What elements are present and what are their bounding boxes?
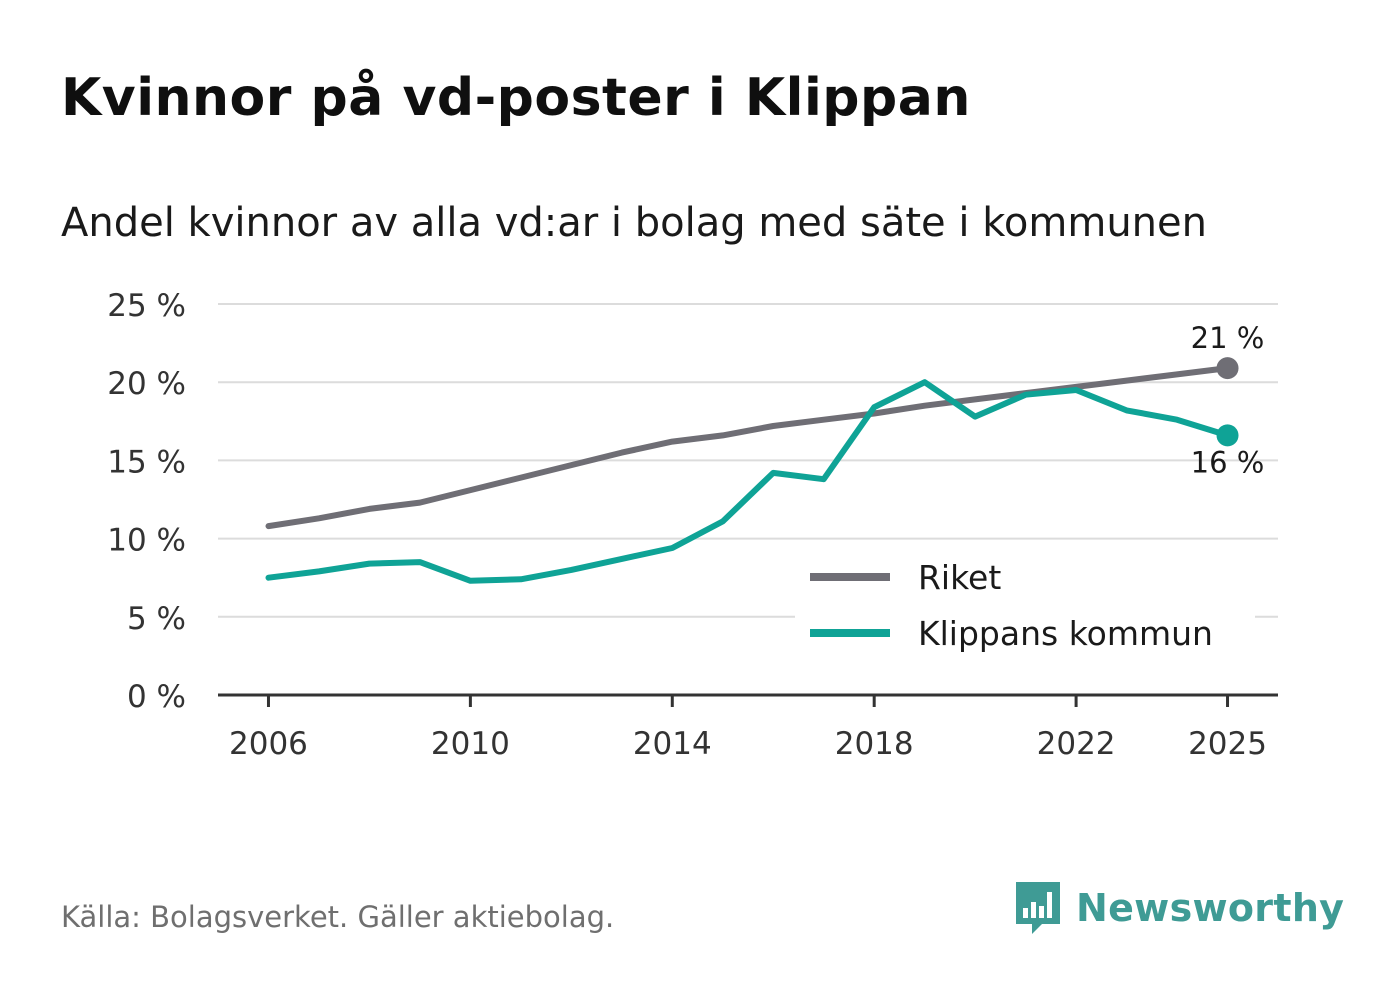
legend-label-klippan: Klippans kommun <box>918 614 1213 653</box>
legend-background <box>795 548 1255 666</box>
y-tick-label-0: 0 % <box>127 679 186 715</box>
x-tick-label-2014: 2014 <box>633 726 712 762</box>
y-axis-tick-labels: 0 % 5 % 10 % 15 % 20 % 25 % <box>107 288 186 715</box>
chart-subtitle: Andel kvinnor av alla vd:ar i bolag med … <box>61 200 1207 246</box>
y-tick-label-5: 5 % <box>127 601 186 637</box>
x-tick-label-2022: 2022 <box>1037 726 1116 762</box>
end-labels: 21 % 16 % <box>1191 321 1265 479</box>
series-lines <box>265 357 1239 584</box>
y-tick-label-20: 20 % <box>107 366 186 402</box>
legend-label-riket: Riket <box>918 558 1001 597</box>
x-tick-label-2025: 2025 <box>1188 726 1267 762</box>
series-end-marker-1 <box>1216 424 1239 447</box>
x-tick-label-2006: 2006 <box>229 726 308 762</box>
x-tick-label-2010: 2010 <box>431 726 510 762</box>
newsworthy-logo-icon <box>1016 882 1060 934</box>
brand-name: Newsworthy <box>1076 886 1345 930</box>
series-end-marker-0 <box>1216 357 1239 380</box>
source-note: Källa: Bolagsverket. Gäller aktiebolag. <box>61 900 615 934</box>
x-axis-tick-labels: 2006 2010 2014 2018 2022 2025 <box>229 695 1267 762</box>
y-tick-label-10: 10 % <box>107 523 186 559</box>
newsworthy-logo: Newsworthy <box>1012 878 1344 938</box>
x-tick-label-2018: 2018 <box>835 726 914 762</box>
series-end-label-1: 16 % <box>1191 445 1265 479</box>
series-line-1 <box>265 379 1231 584</box>
series-end-label-0: 21 % <box>1191 321 1265 355</box>
legend: Riket Klippans kommun <box>795 548 1255 666</box>
y-tick-label-15: 15 % <box>107 444 186 480</box>
chart-title: Kvinnor på vd-poster i Klippan <box>61 68 971 128</box>
y-tick-label-25: 25 % <box>107 288 186 324</box>
